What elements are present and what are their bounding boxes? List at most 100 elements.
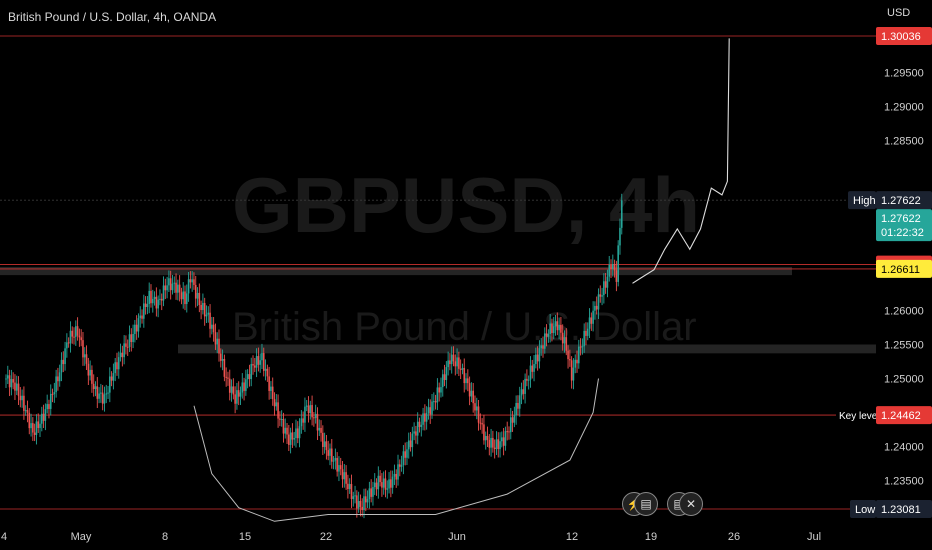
candle[interactable] [151,298,154,304]
candle[interactable] [526,378,528,381]
candle[interactable] [597,294,600,310]
candle[interactable] [511,417,514,423]
candle[interactable] [232,386,235,395]
candle[interactable] [241,382,244,393]
candle[interactable] [594,305,596,311]
candle[interactable] [418,421,421,427]
candle[interactable] [85,354,88,364]
candle[interactable] [125,343,127,347]
candle[interactable] [549,323,551,334]
candle[interactable] [289,432,292,445]
candle[interactable] [117,357,120,370]
candle[interactable] [334,457,337,461]
candle[interactable] [169,278,172,291]
candle[interactable] [314,413,317,419]
candle[interactable] [26,410,29,413]
candle[interactable] [508,431,510,433]
candle[interactable] [554,321,557,327]
candle[interactable] [123,343,125,358]
candle[interactable] [458,357,460,369]
candle[interactable] [382,478,385,488]
candle[interactable] [348,484,351,490]
candle[interactable] [363,496,365,511]
candle[interactable] [107,392,109,394]
candle[interactable] [41,413,43,424]
candle[interactable] [33,432,36,435]
candle[interactable] [336,457,338,472]
candle[interactable] [461,367,464,370]
candle[interactable] [28,412,31,429]
candle[interactable] [531,365,534,372]
candle[interactable] [53,392,56,395]
candle[interactable] [6,375,9,379]
candle[interactable] [200,304,202,310]
candle[interactable] [522,389,525,394]
candle[interactable] [264,368,267,371]
candle[interactable] [391,476,394,488]
candle[interactable] [209,312,211,329]
candle[interactable] [520,389,523,396]
candle[interactable] [32,423,34,433]
candle[interactable] [155,296,158,309]
candle[interactable] [422,413,424,425]
candle[interactable] [198,292,201,305]
candle[interactable] [474,403,476,411]
candle[interactable] [141,315,143,319]
candle[interactable] [162,285,165,301]
uk-flag-icon[interactable]: ✕ [679,492,703,516]
candle[interactable] [620,200,623,228]
candle[interactable] [146,303,149,308]
candle[interactable] [37,421,40,428]
candle[interactable] [243,382,245,391]
candle[interactable] [279,418,281,420]
candle[interactable] [506,431,508,433]
candle[interactable] [49,393,52,409]
candle[interactable] [8,375,11,388]
candle[interactable] [103,394,106,404]
candle[interactable] [443,374,446,381]
candle[interactable] [173,282,176,284]
candle[interactable] [441,374,444,388]
candle[interactable] [177,284,179,293]
candle[interactable] [284,427,287,434]
candle[interactable] [168,278,170,286]
candle[interactable] [468,383,471,397]
candle[interactable] [273,399,276,407]
candle[interactable] [567,350,569,360]
candle[interactable] [470,390,473,397]
candle[interactable] [55,376,57,393]
candle[interactable] [400,465,403,467]
candle[interactable] [440,387,442,393]
candle[interactable] [452,354,455,362]
candle[interactable] [262,353,265,371]
candle[interactable] [98,393,100,399]
candle[interactable] [533,364,535,372]
candle[interactable] [270,386,272,391]
candle[interactable] [67,342,70,344]
candle[interactable] [227,377,229,379]
candle[interactable] [606,276,609,288]
candle[interactable] [438,387,440,393]
candle[interactable] [560,324,562,333]
candle[interactable] [359,500,362,507]
candle[interactable] [207,312,210,315]
candle[interactable] [64,348,66,365]
candle[interactable] [370,488,372,497]
candle[interactable] [517,402,519,409]
candle[interactable] [357,500,360,509]
candle[interactable] [223,358,226,377]
candle[interactable] [73,336,75,338]
candle[interactable] [250,364,253,380]
candle[interactable] [459,368,462,370]
candle[interactable] [483,424,485,441]
candle[interactable] [236,390,238,404]
candle[interactable] [361,506,364,511]
candle[interactable] [234,394,236,404]
candle[interactable] [581,346,584,348]
candle[interactable] [592,310,594,324]
candle[interactable] [504,431,507,446]
candle[interactable] [291,432,294,440]
candle[interactable] [255,356,258,368]
candle[interactable] [381,482,383,488]
